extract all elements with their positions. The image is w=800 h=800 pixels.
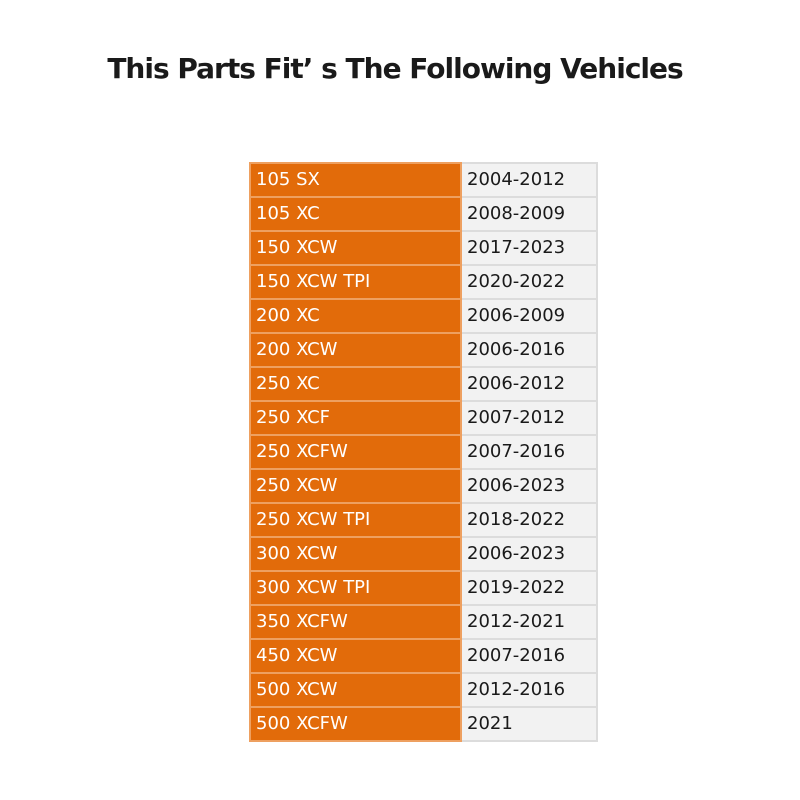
vehicle-years-cell: 2021 — [460, 706, 598, 742]
vehicle-years-cell: 2017-2023 — [460, 230, 598, 266]
vehicle-model-cell: 250 XCW — [249, 468, 462, 504]
vehicle-model-cell: 250 XCFW — [249, 434, 462, 470]
vehicle-fitment-table: 105 SX 2004-2012 105 XC 2008-2009 150 XCW 201… — [249, 162, 598, 742]
table-row: 150 XCW 2017-2023 — [249, 230, 598, 266]
vehicle-model-cell: 150 XCW — [249, 230, 462, 266]
table-row: 250 XCW TPI 2018-2022 — [249, 502, 598, 538]
vehicle-years-cell: 2008-2009 — [460, 196, 598, 232]
vehicle-model-cell: 200 XCW — [249, 332, 462, 368]
table-row: 300 XCW 2006-2023 — [249, 536, 598, 572]
vehicle-years-cell: 2007-2016 — [460, 434, 598, 470]
table-row: 500 XCW 2012-2016 — [249, 672, 598, 708]
vehicle-model-cell: 250 XCW TPI — [249, 502, 462, 538]
table-row: 105 XC 2008-2009 — [249, 196, 598, 232]
table-row: 300 XCW TPI 2019-2022 — [249, 570, 598, 606]
vehicle-fitment-table-body: 105 SX 2004-2012 105 XC 2008-2009 150 XCW 201… — [249, 162, 598, 742]
table-row: 500 XCFW 2021 — [249, 706, 598, 742]
table-row: 150 XCW TPI 2020-2022 — [249, 264, 598, 300]
vehicle-years-cell: 2019-2022 — [460, 570, 598, 606]
vehicle-model-cell: 500 XCFW — [249, 706, 462, 742]
vehicle-years-cell: 2006-2023 — [460, 468, 598, 504]
vehicle-model-cell: 105 SX — [249, 162, 462, 198]
vehicle-model-cell: 200 XC — [249, 298, 462, 334]
vehicle-model-cell: 300 XCW TPI — [249, 570, 462, 606]
vehicle-years-cell: 2020-2022 — [460, 264, 598, 300]
table-row: 250 XCF 2007-2012 — [249, 400, 598, 436]
vehicle-years-cell: 2012-2021 — [460, 604, 598, 640]
vehicle-model-cell: 250 XC — [249, 366, 462, 402]
vehicle-years-cell: 2006-2009 — [460, 298, 598, 334]
table-row: 200 XCW 2006-2016 — [249, 332, 598, 368]
vehicle-years-cell: 2012-2016 — [460, 672, 598, 708]
vehicle-years-cell: 2006-2016 — [460, 332, 598, 368]
table-row: 350 XCFW 2012-2021 — [249, 604, 598, 640]
vehicle-model-cell: 105 XC — [249, 196, 462, 232]
vehicle-years-cell: 2006-2012 — [460, 366, 598, 402]
vehicle-model-cell: 350 XCFW — [249, 604, 462, 640]
vehicle-years-cell: 2006-2023 — [460, 536, 598, 572]
vehicle-years-cell: 2018-2022 — [460, 502, 598, 538]
vehicle-model-cell: 250 XCF — [249, 400, 462, 436]
vehicle-years-cell: 2007-2016 — [460, 638, 598, 674]
table-row: 250 XCW 2006-2023 — [249, 468, 598, 504]
table-row: 105 SX 2004-2012 — [249, 162, 598, 198]
table-row: 250 XC 2006-2012 — [249, 366, 598, 402]
vehicle-model-cell: 150 XCW TPI — [249, 264, 462, 300]
vehicle-years-cell: 2004-2012 — [460, 162, 598, 198]
vehicle-model-cell: 500 XCW — [249, 672, 462, 708]
vehicle-years-cell: 2007-2012 — [460, 400, 598, 436]
table-row: 250 XCFW 2007-2016 — [249, 434, 598, 470]
vehicle-model-cell: 450 XCW — [249, 638, 462, 674]
table-row: 200 XC 2006-2009 — [249, 298, 598, 334]
page-title: This Parts Fit’ s The Following Vehicles — [107, 52, 683, 85]
vehicle-model-cell: 300 XCW — [249, 536, 462, 572]
table-row: 450 XCW 2007-2016 — [249, 638, 598, 674]
